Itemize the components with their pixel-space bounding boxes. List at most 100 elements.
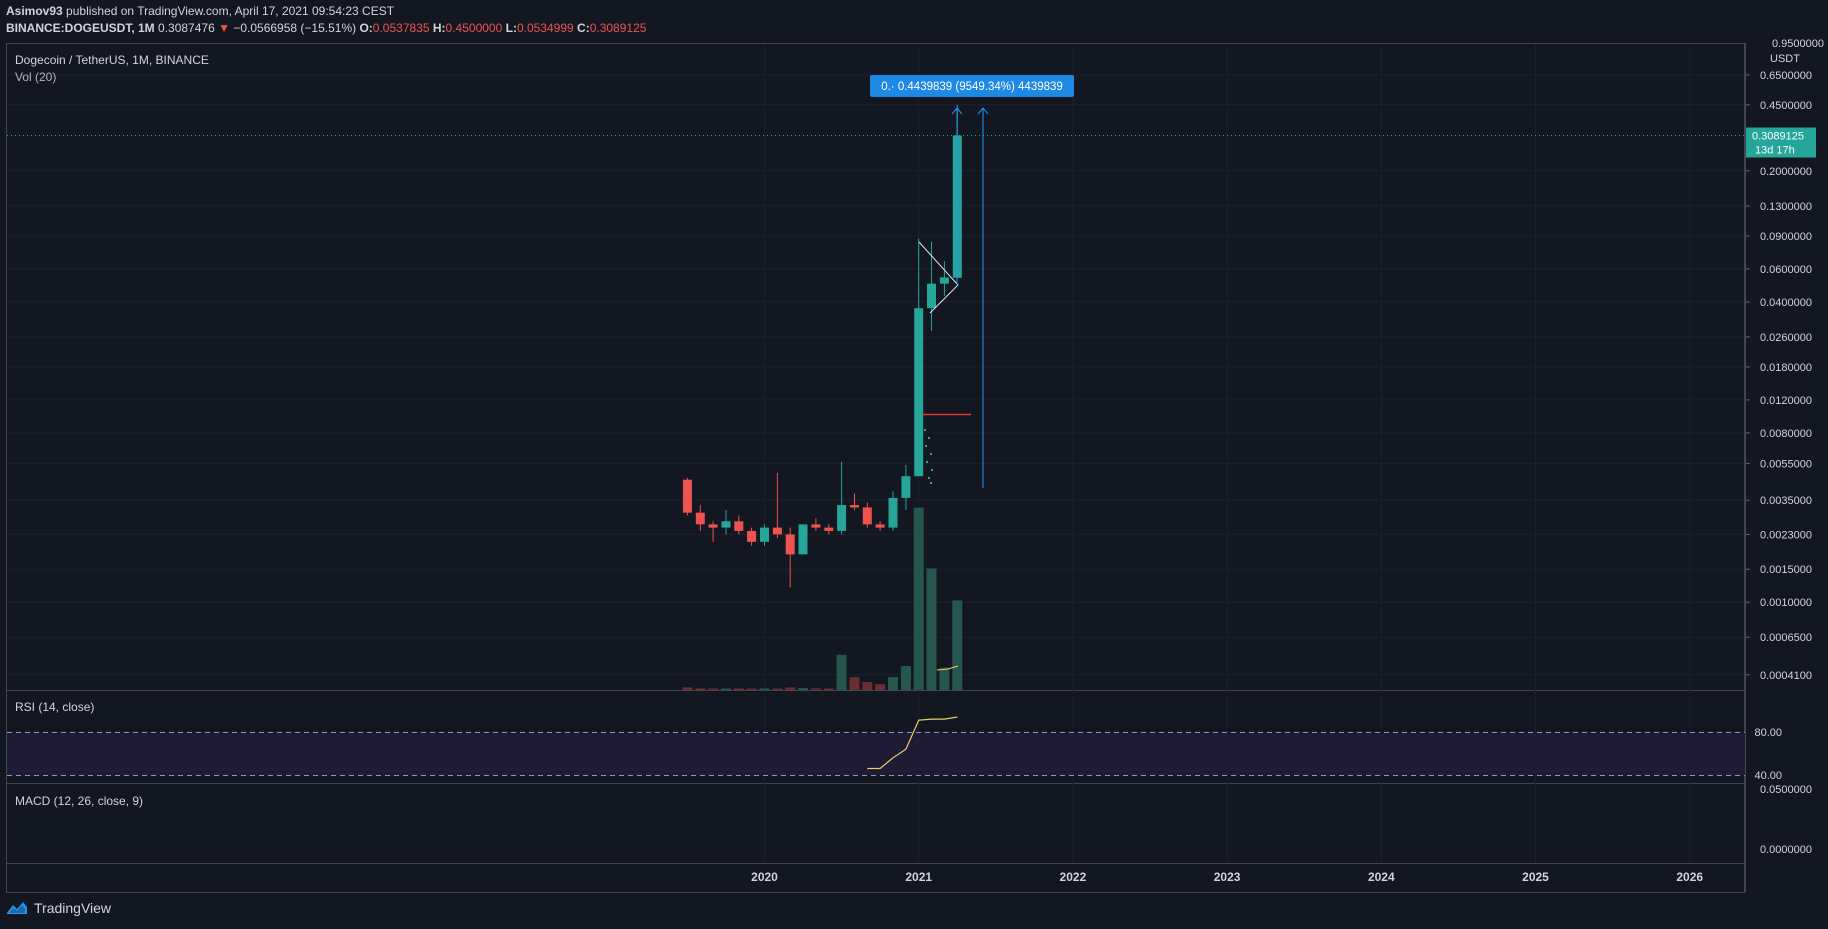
price-tick-label: 0.0180000 [1760,362,1812,374]
last-price-tag: 0.3089125 13d 17h [1746,127,1816,158]
time-tick-label: 2021 [905,870,932,884]
time-tick-label: 2020 [751,870,778,884]
last-price: 0.3087476 [158,21,215,35]
footer-branding[interactable]: TradingView [6,900,111,916]
currency-label: USDT [1770,53,1800,65]
candle[interactable] [914,238,924,477]
candle-body [875,524,885,528]
time-tick-label: 2024 [1368,870,1395,884]
high-key: H: [432,21,446,35]
rsi-pane-title: RSI (14, close) [15,700,94,714]
volume-bar [849,677,860,690]
measure-arrows[interactable] [951,107,989,488]
author-name[interactable]: Asimov93 [6,4,63,18]
candle[interactable] [721,510,731,535]
candle-body [888,497,898,528]
price-tick-label: 0.0006500 [1760,632,1812,644]
candle[interactable] [682,477,692,516]
candle[interactable] [862,502,872,528]
volume-bar [798,688,808,690]
candle-body [747,530,757,542]
volume-bar [900,666,911,690]
measure-label[interactable]: 0.· 0.4439839 (9549.34%) 4439839 [870,75,1074,97]
last-price-tag-value: 0.3089125 [1752,131,1804,143]
countdown-label: 13d 17h [1755,145,1795,157]
candle-body [914,308,924,477]
time-tick-label: 2023 [1214,870,1241,884]
price-tick-label: 0.0600000 [1760,264,1812,276]
rsi-tick-label: 40.00 [1754,770,1782,782]
candle-body [837,505,847,531]
triangle-drawing[interactable] [918,241,959,314]
symbol-ohlc-line: BINANCE:DOGEUSDT, 1M 0.3087476 ▼ −0.0566… [6,21,646,35]
high-value: 0.4500000 [445,21,503,35]
price-tick-label: 0.0080000 [1760,428,1812,440]
rsi-band [7,732,1745,775]
candle[interactable] [734,515,744,535]
close-key: C: [577,21,590,35]
open-key: O: [359,21,373,35]
price-tick-label: 0.0015000 [1760,564,1812,576]
tradingview-logo-icon [7,902,27,914]
time-tick-label: 2025 [1522,870,1549,884]
candle-body [721,521,731,528]
macd-axis[interactable]: 0.0500000 0.0000000 [1760,784,1812,856]
measure-label-text: 0.· 0.4439839 (9549.34%) 4439839 [881,81,1063,93]
volume-bar [772,688,783,690]
macd-tick-label: 0.0000000 [1760,844,1812,856]
volume-bar [926,568,937,690]
candle-body [695,512,705,525]
price-tick-label: 0.0010000 [1760,597,1812,609]
candle[interactable] [695,505,705,531]
volume-bar [888,677,898,690]
volume-bar [682,687,693,690]
volume-bar [862,682,873,690]
candle[interactable] [785,527,795,588]
time-axis[interactable]: 2020 2021 2022 2023 2024 2025 2026 [751,870,1703,884]
price-tick-label: 0.0260000 [1760,332,1812,344]
close-value: 0.3089125 [589,21,647,35]
volume-bar [721,688,731,690]
volume-pane-title: Vol (20) [15,70,56,84]
price-tick-label: 0.0023000 [1760,529,1812,541]
open-value: 0.0537835 [372,21,430,35]
candle[interactable] [708,521,718,542]
price-tick-label: 0.0055000 [1760,458,1812,470]
volume-bar [913,507,924,690]
publish-info: Asimov93 published on TradingView.com, A… [6,4,394,18]
candle[interactable] [824,524,834,535]
main-pane-title: Dogecoin / TetherUS, 1M, BINANCE [15,53,209,67]
candle[interactable] [901,464,911,511]
candle-body [708,524,718,528]
candle[interactable] [811,518,821,531]
candle[interactable] [798,524,808,555]
candle[interactable] [747,527,757,546]
candle[interactable] [850,493,859,511]
candle[interactable] [772,472,782,538]
volume-bar [695,688,706,690]
rsi-tick-label: 80.00 [1754,727,1782,739]
candle[interactable] [875,521,885,531]
price-tick-label: 0.6500000 [1760,70,1812,82]
candle-body [798,524,808,555]
volume-ma-line [936,665,959,671]
price-axis[interactable]: 0.6500000 0.4500000 0.2000000 0.1300000 0.09… [1745,70,1812,682]
price-tick-label: 0.0120000 [1760,395,1812,407]
volume-bar [836,654,847,690]
candle[interactable] [760,524,769,546]
price-tick-label: 0.2000000 [1760,166,1812,178]
macd-tick-label: 0.0500000 [1760,784,1812,796]
volume-bar [785,687,796,690]
symbol-label: BINANCE:DOGEUSDT, 1M [6,21,155,35]
volume-bar [952,600,963,690]
candle[interactable] [927,241,936,331]
rsi-axis[interactable]: 80.00 40.00 [1754,727,1782,782]
candle[interactable] [888,491,898,531]
fib-dots-drawing [924,429,933,484]
candle-body [939,277,949,284]
candle[interactable] [939,261,949,296]
candle-body [785,534,795,555]
time-tick-label: 2026 [1676,870,1703,884]
candle[interactable] [837,461,847,535]
